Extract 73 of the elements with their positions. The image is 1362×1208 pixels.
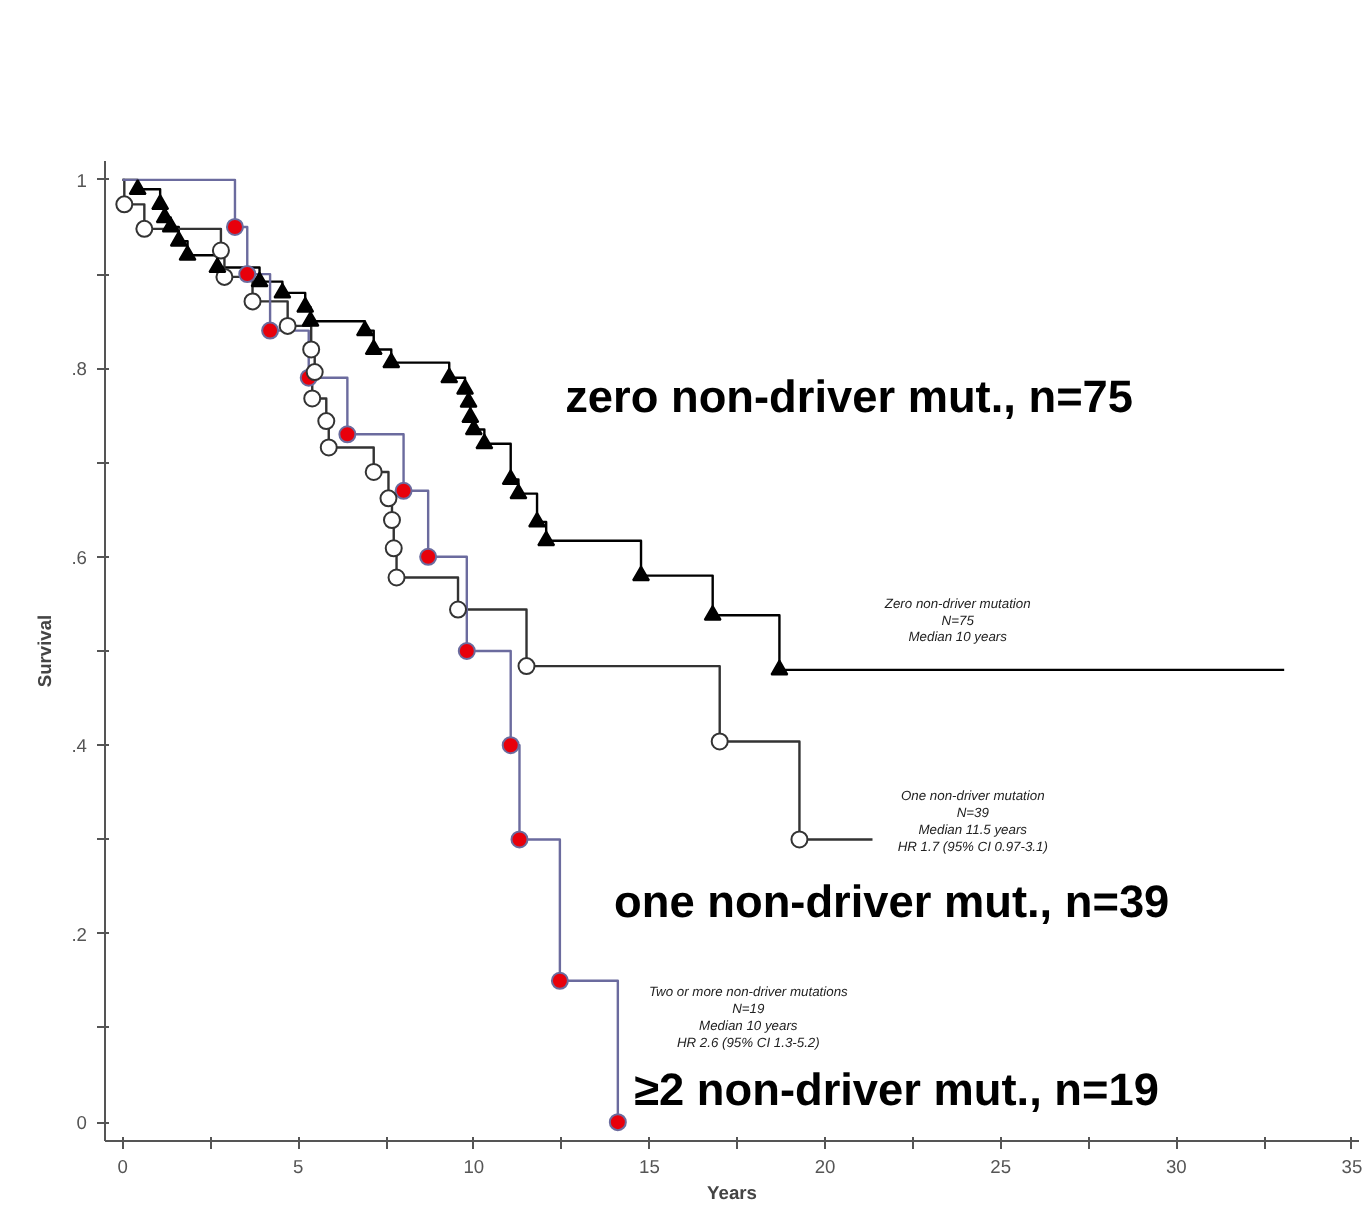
- point: [273, 282, 292, 299]
- point: [461, 407, 480, 423]
- y-axis-title: Survival: [35, 614, 56, 688]
- point: [278, 316, 297, 335]
- series-label: one non-driver mut., n=39: [614, 874, 1170, 927]
- point: [261, 321, 280, 340]
- y-tick-label: 1: [76, 170, 88, 191]
- point: [301, 310, 320, 327]
- point: [703, 604, 722, 621]
- point: [355, 320, 374, 337]
- point: [528, 511, 547, 528]
- point: [238, 265, 257, 284]
- y-tick-label: .6: [71, 547, 87, 568]
- point: [456, 378, 475, 395]
- point: [770, 659, 789, 676]
- point: [135, 219, 154, 238]
- point: [550, 971, 569, 990]
- point: [419, 547, 438, 566]
- point: [790, 830, 809, 849]
- point: [317, 412, 336, 431]
- y-tick-label: .8: [71, 359, 87, 380]
- point: [394, 481, 413, 500]
- point: [510, 830, 529, 849]
- x-tick-label: 20: [814, 1157, 836, 1177]
- x-tick-label: 0: [117, 1157, 128, 1177]
- point: [364, 462, 383, 481]
- point: [382, 352, 401, 369]
- point: [305, 363, 324, 382]
- point: [296, 296, 315, 313]
- point: [319, 438, 338, 457]
- point: [225, 217, 244, 236]
- x-tick-label: 10: [463, 1157, 485, 1177]
- point: [501, 736, 520, 755]
- point: [208, 257, 227, 274]
- series-label: zero non-driver mut., n=75: [565, 370, 1133, 423]
- point: [151, 194, 170, 210]
- x-axis-title: Years: [707, 1183, 757, 1203]
- point: [115, 195, 134, 214]
- point: [632, 565, 651, 582]
- point: [384, 539, 403, 558]
- x-tick-label: 30: [1165, 1157, 1187, 1177]
- point: [211, 241, 230, 260]
- point: [710, 732, 729, 751]
- point: [457, 642, 476, 660]
- point: [475, 433, 494, 450]
- point: [440, 367, 459, 384]
- point: [302, 340, 321, 359]
- y-tick-label: .4: [71, 736, 87, 757]
- point: [178, 244, 197, 261]
- x-tick-label: 35: [1341, 1157, 1362, 1177]
- point: [509, 483, 528, 500]
- point: [338, 425, 357, 444]
- point: [501, 469, 520, 486]
- point: [303, 389, 322, 408]
- point: [161, 216, 180, 233]
- y-tick-label: .2: [71, 924, 87, 945]
- point: [364, 339, 383, 356]
- point: [608, 1113, 627, 1132]
- x-tick-label: 15: [639, 1157, 660, 1177]
- point: [379, 489, 398, 508]
- x-tick-label: 25: [990, 1157, 1012, 1177]
- point: [382, 511, 401, 529]
- series-label: ≥2 non-driver mut., n=19: [634, 1063, 1159, 1116]
- point: [537, 530, 556, 547]
- point: [169, 230, 188, 247]
- point: [449, 600, 468, 619]
- point: [128, 179, 147, 195]
- point: [243, 292, 262, 311]
- point: [387, 568, 406, 587]
- x-tick-label: 5: [293, 1157, 304, 1177]
- point: [517, 657, 536, 676]
- point: [250, 271, 269, 288]
- y-tick-label: 0: [76, 1113, 88, 1134]
